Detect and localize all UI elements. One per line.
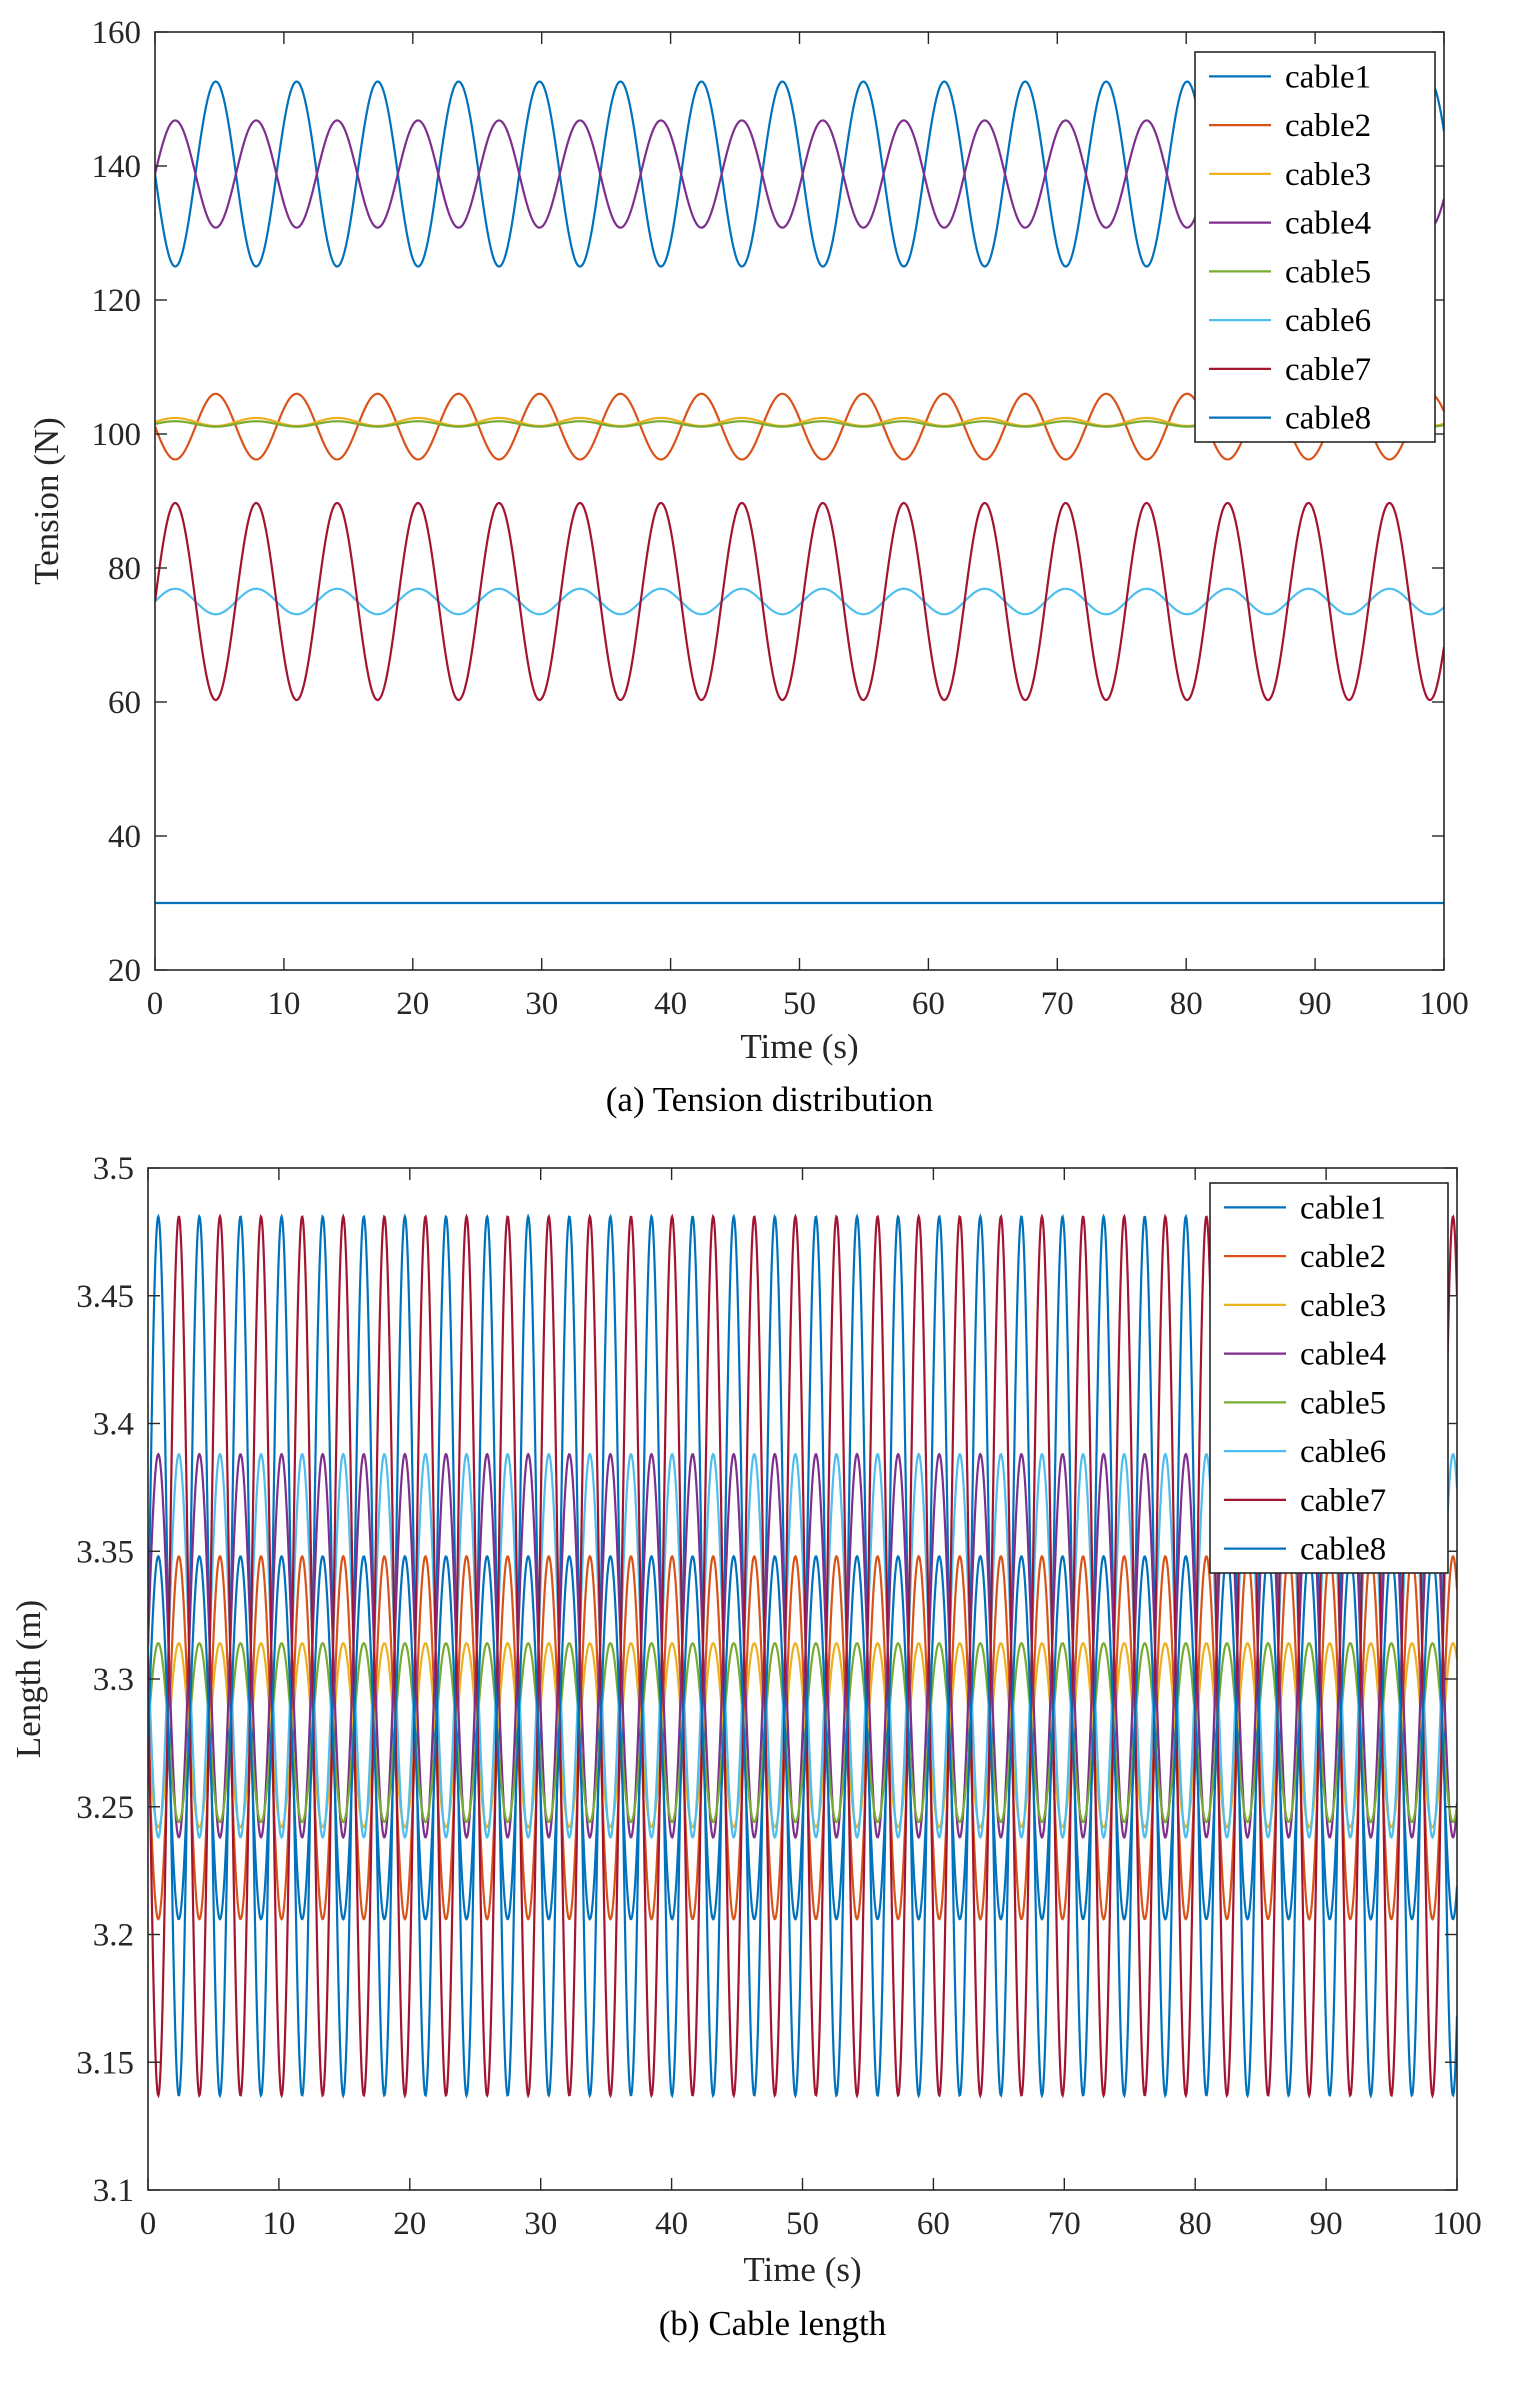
legend-box (1194, 51, 1436, 443)
chart-1: 0 10 20 30 40 50 60 70 80 90 100 3.1 3.15 3.2 3.25 3.3 3… (9, 1151, 1482, 2343)
y-tick-label: 3.35 (76, 1534, 134, 1570)
x-tick-label: 40 (654, 986, 687, 1022)
legend-label-cable5: cable5 (1285, 254, 1371, 290)
x-tick-label: 60 (917, 2206, 950, 2242)
y-tick-label: 120 (92, 283, 142, 319)
x-tick-label: 20 (396, 986, 429, 1022)
legend: cable1 cable2 cable3 cable4 cable5 cable6 cabl… (1209, 1182, 1449, 1574)
legend-label-cable2: cable2 (1285, 108, 1371, 144)
y-tick-label: 60 (108, 685, 141, 721)
x-axis-label: Time (s) (740, 1027, 858, 1066)
y-tick-label: 80 (108, 551, 141, 587)
y-tick-label: 3.15 (76, 2045, 134, 2081)
y-tick-label: 3.3 (93, 1662, 134, 1698)
x-tick-label: 10 (262, 2206, 295, 2242)
y-tick-label: 20 (108, 953, 141, 989)
y-tick-label: 160 (92, 15, 142, 51)
legend-label-cable2: cable2 (1300, 1239, 1386, 1275)
legend-label-cable6: cable6 (1300, 1434, 1386, 1470)
figure-caption: (a) Tension distribution (606, 1080, 933, 1119)
y-tick-label: 100 (92, 417, 142, 453)
series-group (155, 80, 1444, 905)
y-tick-label: 3.4 (93, 1407, 134, 1443)
x-tick-label: 90 (1310, 2206, 1343, 2242)
series-line-cable2 (155, 392, 1444, 461)
legend-label-cable4: cable4 (1300, 1337, 1386, 1373)
legend-label-cable5: cable5 (1300, 1385, 1386, 1421)
x-tick-label: 30 (524, 2206, 557, 2242)
legend-label-cable6: cable6 (1285, 303, 1371, 339)
x-tick-label: 50 (786, 2206, 819, 2242)
y-axis-label: Length (m) (9, 1600, 48, 1758)
legend-label-cable8: cable8 (1300, 1532, 1386, 1568)
x-tick-label: 20 (393, 2206, 426, 2242)
x-tick-label: 0 (147, 986, 164, 1022)
series-line-cable7 (155, 501, 1444, 702)
chart-0: 0 10 20 30 40 50 60 70 80 90 100 20 40 60 80 100 120 140 1… (27, 15, 1469, 1119)
x-axis-label: Time (s) (743, 2250, 861, 2289)
x-tick-label: 50 (783, 986, 816, 1022)
x-tick-label: 10 (267, 986, 300, 1022)
x-tick-label: 0 (140, 2206, 157, 2242)
legend-label-cable3: cable3 (1300, 1288, 1386, 1324)
legend-box (1209, 1182, 1449, 1574)
y-tick-label: 3.2 (93, 1918, 134, 1954)
legend-label-cable1: cable1 (1300, 1190, 1386, 1226)
y-tick-label: 3.25 (76, 1790, 134, 1826)
x-tick-label: 30 (525, 986, 558, 1022)
legend-label-cable1: cable1 (1285, 59, 1371, 95)
legend: cable1 cable2 cable3 cable4 cable5 cable6 cabl… (1194, 51, 1436, 443)
y-tick-label: 3.5 (93, 1151, 134, 1187)
y-tick-label: 3.1 (93, 2173, 134, 2209)
series-line-cable4 (148, 1452, 1457, 1840)
legend-label-cable3: cable3 (1285, 157, 1371, 193)
y-tick-label: 40 (108, 819, 141, 855)
x-tick-label: 70 (1048, 2206, 1081, 2242)
x-tick-label: 80 (1179, 2206, 1212, 2242)
x-tick-label: 70 (1041, 986, 1074, 1022)
series-line-cable8 (148, 1554, 1457, 1921)
legend-label-cable7: cable7 (1285, 352, 1371, 388)
x-tick-label: 100 (1432, 2206, 1482, 2242)
series-line-cable6 (155, 587, 1444, 616)
y-axis-label: Tension (N) (27, 417, 66, 585)
x-tick-label: 60 (912, 986, 945, 1022)
y-tick-label: 3.45 (76, 1279, 134, 1315)
legend-label-cable7: cable7 (1300, 1483, 1386, 1519)
x-tick-label: 80 (1170, 986, 1203, 1022)
legend-label-cable8: cable8 (1285, 401, 1371, 437)
x-tick-label: 100 (1419, 986, 1469, 1022)
y-tick-label: 140 (92, 149, 142, 185)
x-tick-label: 40 (655, 2206, 688, 2242)
figure-caption: (b) Cable length (659, 2304, 887, 2343)
legend-label-cable4: cable4 (1285, 206, 1371, 242)
x-tick-label: 90 (1299, 986, 1332, 1022)
